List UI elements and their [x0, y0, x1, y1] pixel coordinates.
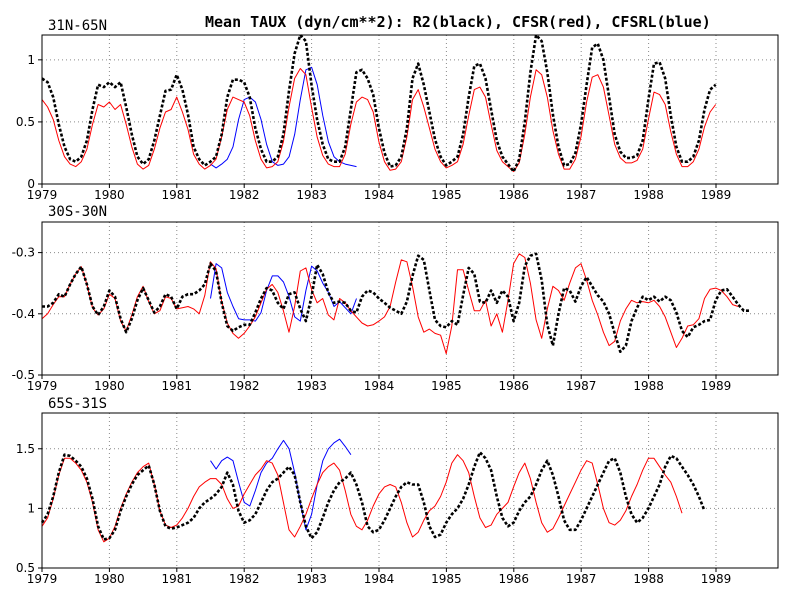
panel-2-xtick-label-1988: 1988 — [633, 379, 664, 393]
panel-3-frame — [41, 412, 779, 569]
panel-2-xtick-label-1986: 1986 — [499, 379, 530, 393]
panel-3-xtick-label-1983: 1983 — [296, 572, 327, 586]
panel-1-xtick-label-1982: 1982 — [229, 188, 260, 202]
panel-3-series-r2 — [40, 450, 706, 541]
panel-3-xtick-label-1982: 1982 — [229, 572, 260, 586]
panel-1-xtick-label-1986: 1986 — [499, 188, 530, 202]
panel-3-title: 65S-31S — [48, 396, 107, 412]
panel-3-series-cfsr — [41, 454, 683, 543]
panel-3-xtick-label-1986: 1986 — [499, 572, 530, 586]
panel-2-xtick-label-1987: 1987 — [566, 379, 597, 393]
panel-1-xtick-label-1980: 1980 — [94, 188, 125, 202]
panel-30s-30n: 30S-30N 1979 1980 1981 1982 1983 1984 1985 1986 1… — [12, 204, 779, 393]
panel-3-xtick-label-1984: 1984 — [364, 572, 395, 586]
panel-3-xtick-label-1987: 1987 — [566, 572, 597, 586]
panel-2-xtick-label-1984: 1984 — [364, 379, 395, 393]
panel-2-series-cfsrl — [210, 263, 357, 322]
panel-2-series-cfsr — [41, 253, 739, 355]
panel-3-xtick-label-1989: 1989 — [701, 572, 732, 586]
panel-1-series-cfsr — [41, 68, 717, 173]
panel-1-series-r2 — [41, 33, 717, 173]
panel-3-xtick-label-1980: 1980 — [94, 572, 125, 586]
panel-2-xtick-label-1982: 1982 — [229, 379, 260, 393]
panel-2-series-r2 — [42, 252, 750, 354]
panel-1-xtick-label-1981: 1981 — [162, 188, 193, 202]
panel-1-xtick-label-1987: 1987 — [566, 188, 597, 202]
panel-31n-65n: 31N-65N 1979 1980 1981 1982 1983 1984 1985 1986 1… — [16, 18, 779, 202]
panel-2-ytick-label-0-5: -0.5 — [12, 368, 35, 382]
panel-3-ytick-label-1: 1 — [27, 501, 35, 515]
panel-2-xtick-label-1981: 1981 — [162, 379, 193, 393]
panel-1-ytick-label-0: 0 — [27, 177, 35, 191]
panel-1-series-cfsrl — [210, 66, 357, 169]
panel-1-xtick-label-1979: 1979 — [27, 188, 58, 202]
panel-1-ytick-label-1: 1 — [27, 53, 35, 67]
panel-65s-31s: 65S-31S 1979 1980 1981 1982 1983 1984 1985 1986 1… — [16, 396, 779, 586]
panel-1-xtick-label-1983: 1983 — [296, 188, 327, 202]
panel-1-xtick-label-1985: 1985 — [431, 188, 462, 202]
panel-2-xtick-label-1980: 1980 — [94, 379, 125, 393]
panel-3-xtick-label-1981: 1981 — [162, 572, 193, 586]
panel-2-xtick-label-1979: 1979 — [27, 379, 58, 393]
panel-2-xtick-label-1989: 1989 — [701, 379, 732, 393]
panel-3-xtick-label-1988: 1988 — [633, 572, 664, 586]
panel-3-xtick-label-1985: 1985 — [431, 572, 462, 586]
panel-3-xtick-label-1979: 1979 — [27, 572, 58, 586]
panel-1-ytick-label-0-5: 0.5 — [16, 115, 35, 129]
panel-2-ytick-label-0-4: -0.4 — [12, 307, 35, 321]
panel-2-frame — [41, 221, 779, 376]
panel-3-ytick-label-1-5: 1.5 — [16, 442, 35, 456]
panel-1-xtick-label-1984: 1984 — [364, 188, 395, 202]
panel-2-xtick-label-1983: 1983 — [296, 379, 327, 393]
panel-3-ytick-label-0-5: 0.5 — [16, 561, 35, 575]
panel-1-frame — [41, 34, 779, 185]
panel-2-title: 30S-30N — [48, 204, 107, 220]
panel-1-xtick-label-1989: 1989 — [701, 188, 732, 202]
panel-1-xtick-label-1988: 1988 — [633, 188, 664, 202]
panel-3-series-cfsrl — [210, 438, 352, 531]
panel-1-title: 31N-65N — [48, 18, 107, 34]
panel-2-ytick-label-0-3: -0.3 — [12, 246, 35, 260]
panel-2-xtick-label-1985: 1985 — [431, 379, 462, 393]
figure-title: Mean TAUX (dyn/cm**2): R2(black), CFSR(r… — [205, 13, 711, 31]
